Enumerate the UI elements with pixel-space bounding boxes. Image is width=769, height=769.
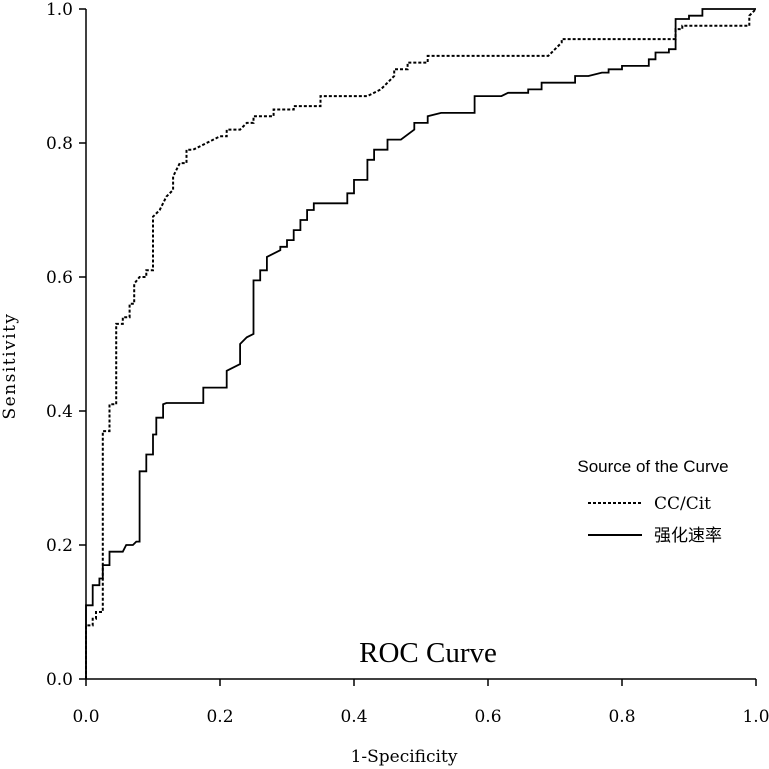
legend: Source of the Curve CC/Cit 强化速率 [577, 457, 728, 546]
y-ticks: 0.0 0.2 0.4 0.6 0.8 1.0 [46, 0, 86, 690]
x-tick-label: 0.8 [608, 707, 635, 727]
y-tick-label: 0.2 [46, 536, 73, 556]
x-tick-label: 0.6 [474, 707, 501, 727]
x-tick-label: 0.0 [72, 707, 99, 727]
series-layer [85, 8, 757, 679]
x-tick-label: 0.2 [206, 707, 233, 727]
chart-title: ROC Curve [359, 637, 497, 669]
y-tick-label: 0.8 [46, 134, 73, 154]
x-ticks: 0.0 0.2 0.4 0.6 0.8 1.0 [72, 679, 769, 727]
roc-line-cc-cit [85, 8, 757, 679]
x-axis-title: 1-Specificity [351, 747, 458, 767]
legend-label-enhancement-rate: 强化速率 [654, 526, 722, 546]
roc-line-enhancement-rate [85, 8, 756, 679]
legend-title: Source of the Curve [577, 457, 728, 476]
x-tick-label: 1.0 [742, 707, 769, 727]
legend-label-cc-cit: CC/Cit [654, 494, 711, 514]
x-tick-label: 0.4 [340, 707, 367, 727]
axes [85, 9, 756, 680]
y-tick-label: 0.6 [46, 268, 73, 288]
y-axis-title: Sensitivity [0, 312, 20, 419]
y-tick-label: 0.0 [46, 670, 73, 690]
y-tick-label: 1.0 [46, 0, 73, 20]
y-tick-label: 0.4 [46, 402, 73, 422]
